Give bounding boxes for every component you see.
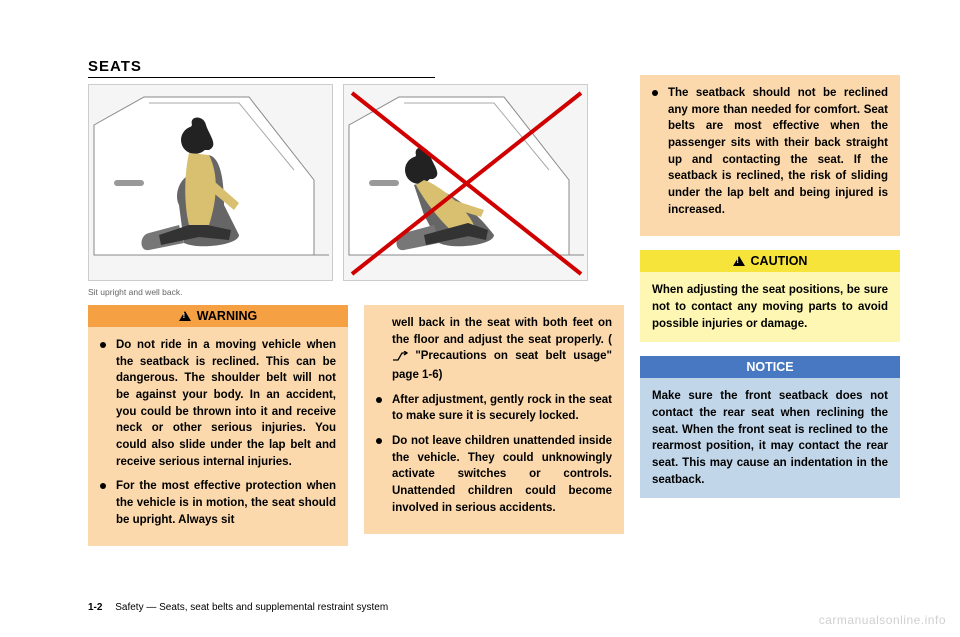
body-columns: ! WARNING Do not ride in a moving vehicl… [88,305,900,546]
column-2: well back in the seat with both feet on … [364,305,624,546]
illustration-reclined-crossed [343,84,588,281]
caution-title-text: CAUTION [751,254,808,268]
warning-bullet: For the most effective protection when t… [100,478,336,528]
illustration-upright [88,84,333,281]
chapter-title: Safety — Seats, seat belts and supplemen… [115,602,388,613]
manual-page: SEATS [0,0,960,637]
warning-bullet: Do not leave children unattended inside … [376,433,612,516]
warning-bullet: Do not ride in a moving vehicle when the… [100,337,336,470]
xref-icon [392,350,408,367]
warning-body-right: The seatback should not be reclined any … [640,75,900,236]
warning-cont-text-after: "Precautions on seat belt usage" page 1-… [392,350,612,381]
warning-title-text: WARNING [197,309,257,323]
warning-bullet: The seatback should not be reclined any … [652,85,888,218]
page-footer: 1-2 Safety — Seats, seat belts and suppl… [88,602,388,613]
caution-title-bar: ! CAUTION [640,250,900,272]
warning-continuation-para: well back in the seat with both feet on … [376,315,612,384]
warning-title-bar: ! WARNING [88,305,348,327]
page-number: 1-2 [88,602,102,613]
notice-title-bar: NOTICE [640,356,900,378]
notice-body: Make sure the front seatback does not co… [640,378,900,498]
warning-body-middle: well back in the seat with both feet on … [364,305,624,534]
warning-triangle-icon: ! [179,311,191,321]
notice-title-text: NOTICE [746,360,793,374]
watermark: carmanualsonline.info [819,613,946,627]
section-rule [88,77,435,78]
caution-triangle-icon: ! [733,256,745,266]
column-3: The seatback should not be reclined any … [640,75,900,546]
warning-cont-text: well back in the seat with both feet on … [392,317,612,346]
caution-body: When adjusting the seat positions, be su… [640,272,900,342]
warning-bullet: After adjustment, gently rock in the sea… [376,392,612,425]
section-title: SEATS [88,58,900,75]
warning-body-left: Do not ride in a moving vehicle when the… [88,327,348,546]
column-1: ! WARNING Do not ride in a moving vehicl… [88,305,348,546]
